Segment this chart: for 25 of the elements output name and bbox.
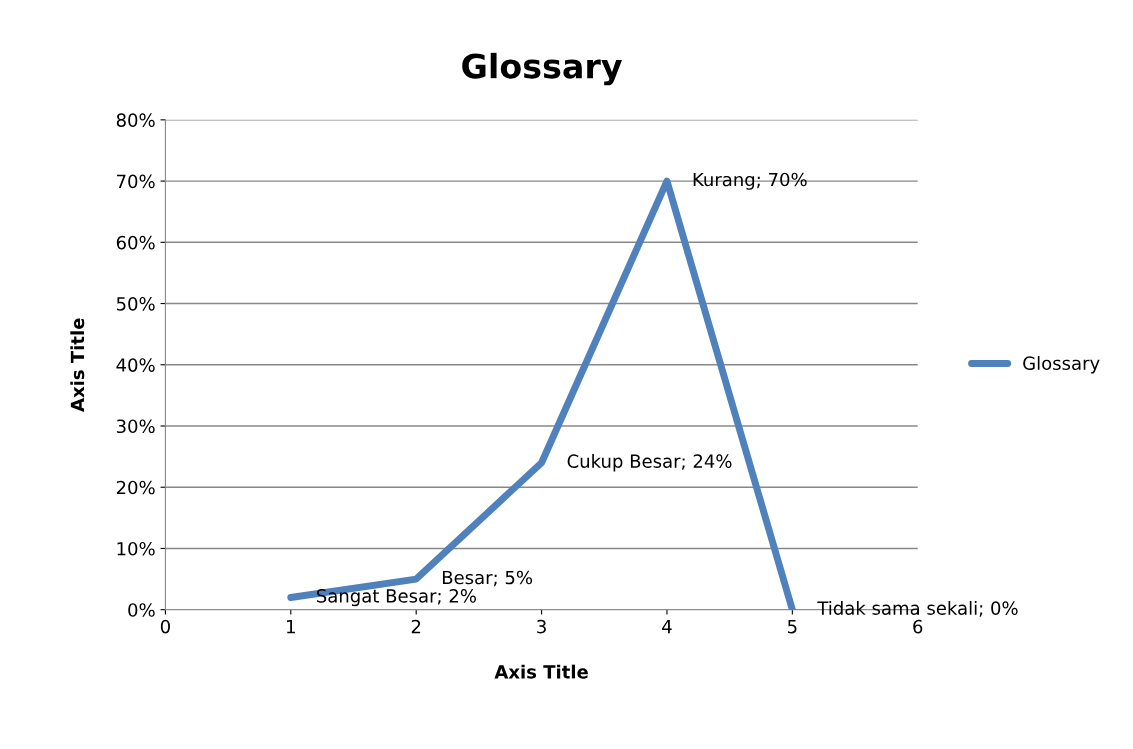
- y-tick-label: 60%: [116, 235, 155, 250]
- x-axis-title: Axis Title: [494, 664, 588, 679]
- x-tick-label: 4: [662, 619, 672, 634]
- chart-title: Glossary: [462, 52, 622, 86]
- x-tick-label: 6: [913, 619, 923, 634]
- x-tick-label: 2: [411, 619, 421, 634]
- y-tick-label: 80%: [116, 113, 155, 127]
- y-tick-label: 0%: [128, 603, 155, 617]
- y-tick-label: 10%: [117, 541, 155, 556]
- x-tick-label: 0: [160, 619, 170, 634]
- data-label: Besar; 5%: [442, 570, 533, 587]
- y-tick-label: 40%: [116, 358, 155, 372]
- x-tick-label: 3: [537, 619, 546, 634]
- data-label: Cukup Besar; 24%: [567, 453, 732, 472]
- y-tick-label: 30%: [116, 419, 155, 434]
- legend-label: Glossary: [1023, 356, 1100, 374]
- y-tick-label: 20%: [116, 480, 155, 495]
- y-tick-label: 70%: [117, 174, 155, 189]
- x-tick-label: 1: [287, 619, 295, 634]
- data-label: Tidak sama sekali; 0%: [817, 600, 1018, 617]
- y-tick-label: 50%: [116, 296, 155, 311]
- y-axis-title: Axis Title: [70, 318, 85, 412]
- data-label: Sangat Besar; 2%: [316, 589, 476, 607]
- data-label: Kurang; 70%: [693, 172, 807, 190]
- x-tick-label: 5: [787, 619, 797, 634]
